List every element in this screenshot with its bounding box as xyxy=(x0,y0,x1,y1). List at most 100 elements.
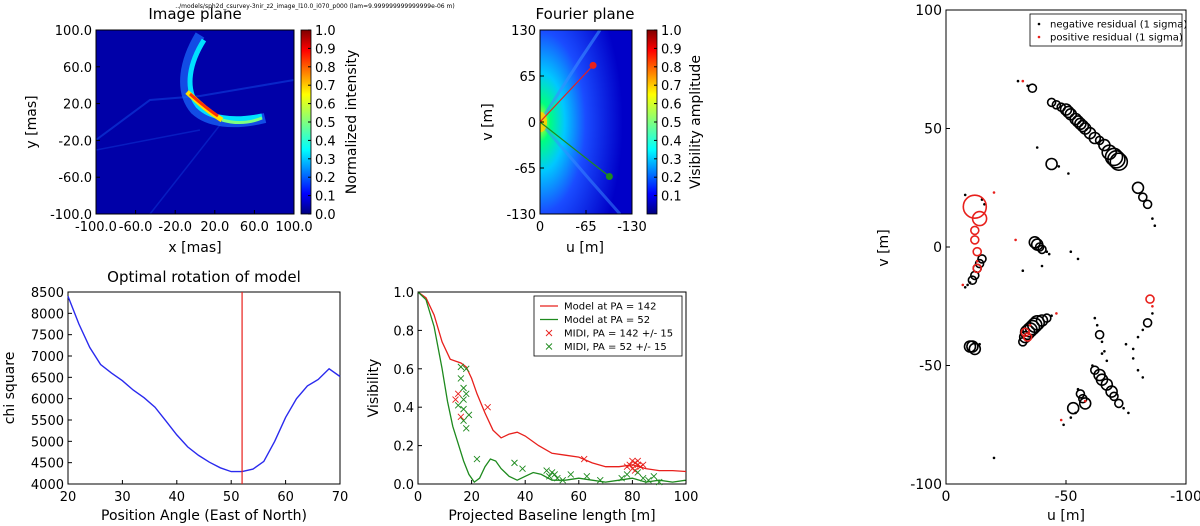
residual-point xyxy=(1040,264,1044,268)
residual-legend: negative residual (1 sigma) positive resi… xyxy=(1029,13,1187,47)
rotation-y-tick-label: 6500 xyxy=(31,371,64,386)
residual-point xyxy=(1051,100,1062,110)
midi-point xyxy=(462,390,470,398)
midi-point xyxy=(484,403,491,411)
residual-point xyxy=(1151,312,1154,315)
rotation-y-tick-label: 8000 xyxy=(31,307,64,322)
legend-entry-label: MIDI, PA = 52 +/- 15 xyxy=(564,342,667,353)
image-plane-panel: Image plane 100.060.020.0-20.0-60.0-100.… xyxy=(24,5,360,256)
visibility-x-tick-label: 20 xyxy=(463,490,480,505)
visibility-x-tick-label: 60 xyxy=(571,490,588,505)
rotation-xlabel: Position Angle (East of North) xyxy=(101,508,307,524)
midi-point xyxy=(452,396,459,403)
rotation-ylabel: chi square xyxy=(2,352,18,425)
residual-point xyxy=(1069,250,1073,253)
residual-y-tick-label: -50 xyxy=(919,359,942,375)
visibility-y-tick-label: 0.4 xyxy=(393,401,414,416)
fourier-plane-xlabel: u [m] xyxy=(566,240,604,256)
residual-point xyxy=(962,194,988,219)
visibility-x-tick-label: 0 xyxy=(414,490,422,505)
midi-point xyxy=(639,461,647,469)
image-plane-colorbar-tick-label: 0.6 xyxy=(315,98,336,113)
fourier-plane-ylabel: v [m] xyxy=(480,103,496,140)
midi-point xyxy=(634,457,642,465)
visibility-xlabel: Projected Baseline length [m] xyxy=(448,508,655,524)
residual-y-tick-label: -100 xyxy=(910,477,942,493)
midi-point xyxy=(460,384,467,392)
baseline-line xyxy=(539,64,594,123)
fourier-plane-colorbar-tick-label: 0.4 xyxy=(661,134,682,149)
midi-point xyxy=(645,476,652,484)
residual-point xyxy=(975,259,979,263)
fourier-plane-colorbar-ticks: 1.0 0.9 0.8 0.7 0.6 0.5 0.4 0.3 0.2 0.1 xyxy=(654,24,682,205)
image-plane-heatmap xyxy=(96,30,294,214)
baseline-point xyxy=(605,172,613,180)
fourier-plane-colorbar-tick-label: 0.9 xyxy=(661,42,682,57)
residual-point xyxy=(969,235,980,245)
visibility-ylabel: Visibility xyxy=(366,359,382,418)
residual-point xyxy=(966,283,969,287)
residual-point xyxy=(992,191,996,194)
residual-point xyxy=(1057,165,1061,168)
rotation-y-tick-label: 7000 xyxy=(31,350,64,365)
residual-point xyxy=(968,342,982,356)
image-plane-ylabel: y [mas] xyxy=(24,95,40,148)
image-plane-colorbar-tick-label: 0.9 xyxy=(315,42,336,57)
rotation-x-tick-label: 40 xyxy=(169,490,186,505)
fourier-plane-colorbar-tick-label: 0.6 xyxy=(661,98,682,113)
residual-point xyxy=(1103,350,1106,353)
fourier-plane-y-tick-label: 65 xyxy=(519,70,536,85)
residual-point xyxy=(967,275,978,286)
residual-point xyxy=(1067,172,1070,175)
residual-point xyxy=(969,225,980,236)
residual-point xyxy=(1083,399,1087,403)
image-plane-y-tick-label: -100.0 xyxy=(50,208,92,223)
residual-ylabel: v [m] xyxy=(876,229,892,266)
image-plane-colorbar-tick-label: 0.0 xyxy=(315,208,336,223)
residual-x-tick-label: -50 xyxy=(1055,489,1078,505)
residual-point xyxy=(1022,332,1033,342)
midi-point xyxy=(457,363,465,371)
visibility-y-tick-label: 0.6 xyxy=(393,363,414,378)
residual-point xyxy=(1035,146,1039,149)
residual-point xyxy=(992,456,996,460)
image-plane-x-tick-label: -100.0 xyxy=(75,220,117,235)
residual-x-ticks: 0 -50 -100 xyxy=(942,480,1200,505)
residual-point xyxy=(966,340,979,353)
rotation-x-tick-label: 50 xyxy=(223,490,240,505)
midi-point xyxy=(462,365,470,373)
residual-point xyxy=(1062,105,1075,119)
legend-entry-label: negative residual (1 sigma) xyxy=(1050,20,1187,31)
rotation-y-tick-label: 8500 xyxy=(31,286,64,301)
residual-point xyxy=(977,254,987,264)
midi-point xyxy=(623,471,631,478)
residual-point xyxy=(1101,144,1117,160)
model-curve xyxy=(417,291,687,484)
residual-point xyxy=(1109,152,1129,171)
rotation-x-tick-label: 20 xyxy=(60,490,77,505)
residual-point xyxy=(1076,119,1090,133)
residual-point xyxy=(1021,79,1025,83)
midi-point xyxy=(460,405,467,413)
residual-point xyxy=(968,281,972,284)
residual-plot-area xyxy=(961,79,1157,460)
visibility-x-tick-label: 80 xyxy=(624,490,641,505)
residual-point xyxy=(1109,391,1119,402)
rotation-y-tick-label: 4000 xyxy=(31,478,64,493)
residual-point xyxy=(1078,397,1092,410)
residual-point xyxy=(1136,335,1140,339)
residual-point xyxy=(1131,357,1135,360)
residual-point xyxy=(1016,79,1020,83)
residual-point xyxy=(1141,328,1145,332)
image-plane-y-tick-label: -60.0 xyxy=(58,171,92,186)
image-plane-y-tick-label: 20.0 xyxy=(63,98,92,113)
residual-point xyxy=(1059,418,1063,422)
rotation-x-tick-label: 60 xyxy=(277,490,294,505)
residual-x-tick-label: 0 xyxy=(942,489,951,505)
fourier-plane-colorbar-tick-label: 0.2 xyxy=(661,171,682,186)
fourier-plane-baselines xyxy=(539,61,613,180)
residual-point xyxy=(1105,359,1109,363)
residual-point xyxy=(1034,242,1045,252)
residual-point xyxy=(961,283,965,287)
